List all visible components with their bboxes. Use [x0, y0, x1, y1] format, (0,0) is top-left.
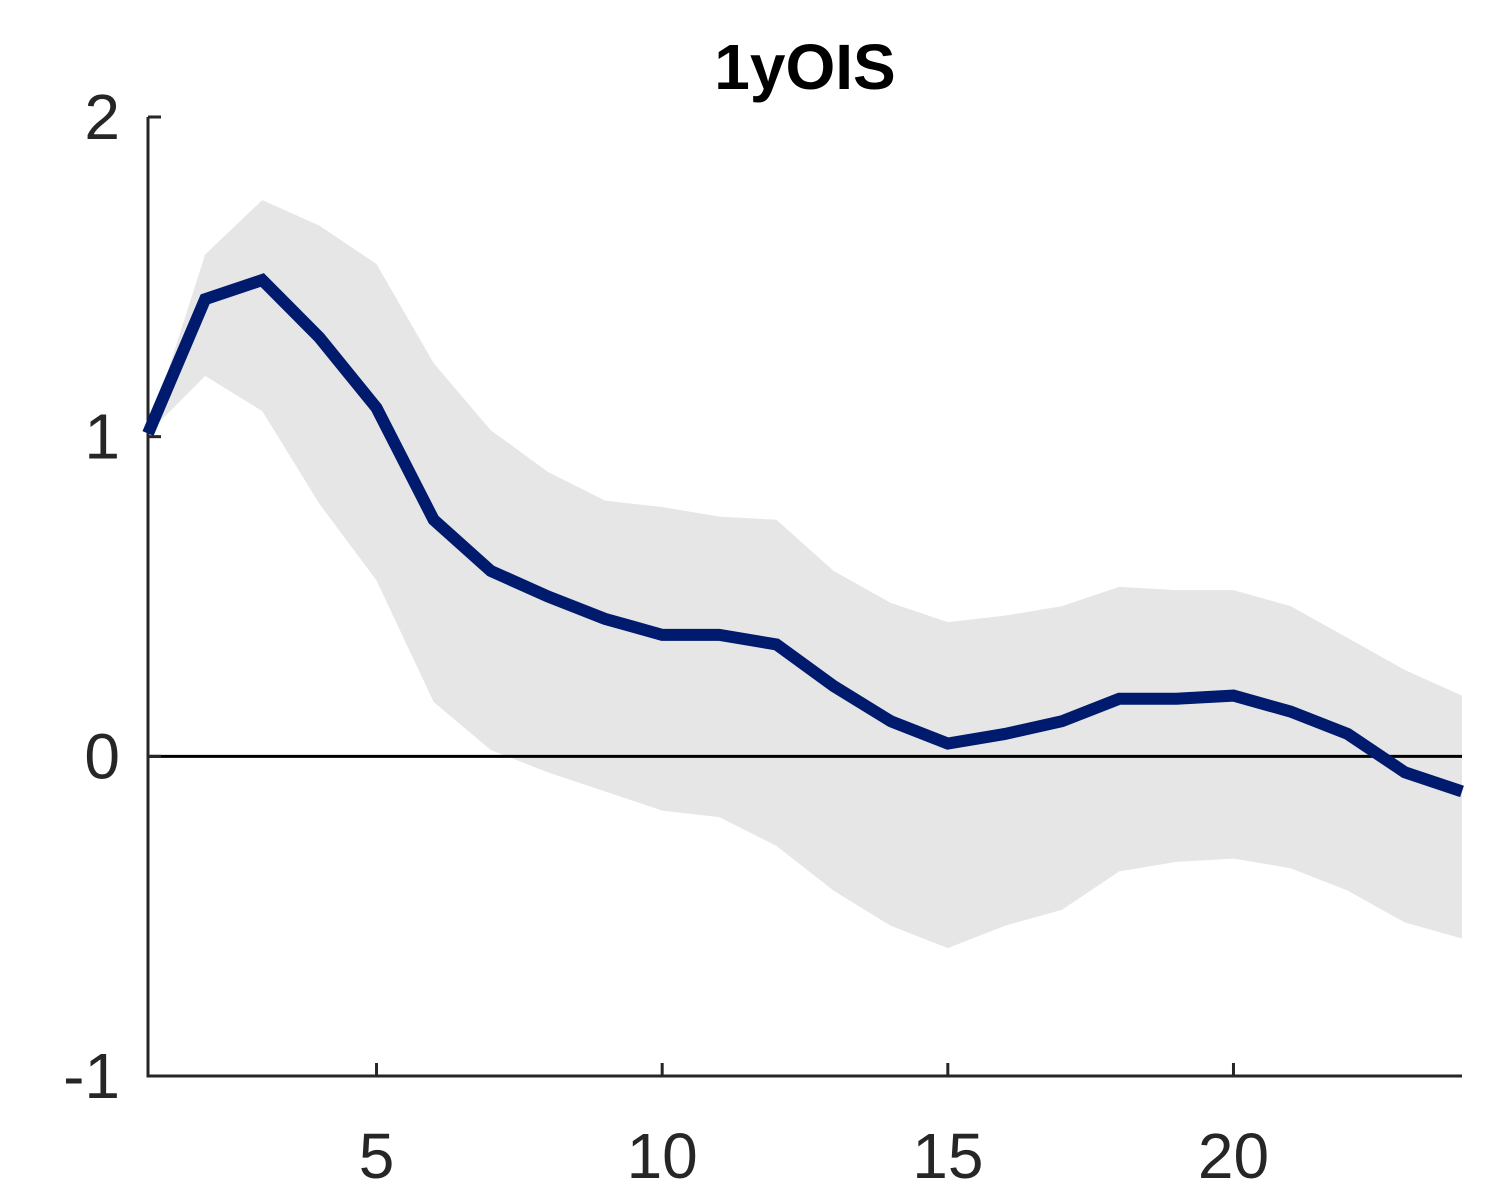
x-tick-label: 5 — [359, 1120, 395, 1192]
y-tick-label: 0 — [84, 720, 120, 792]
y-tick-label: 2 — [84, 81, 120, 153]
chart-title: 1yOIS — [714, 31, 895, 103]
series-line-1 — [142, 273, 1464, 798]
confidence-band — [148, 200, 1462, 949]
x-tick-label: 15 — [912, 1120, 983, 1192]
x-tick-label: 20 — [1198, 1120, 1269, 1192]
confidence-band-layer — [148, 200, 1462, 949]
y-tick-label: -1 — [63, 1040, 120, 1112]
tick-labels: -1 0 1 2 5 10 15 20 — [63, 81, 1269, 1192]
x-tick-label: 10 — [627, 1120, 698, 1192]
y-tick-label: 1 — [84, 401, 120, 473]
axes — [146, 115, 1462, 1078]
series-layer — [142, 273, 1464, 798]
